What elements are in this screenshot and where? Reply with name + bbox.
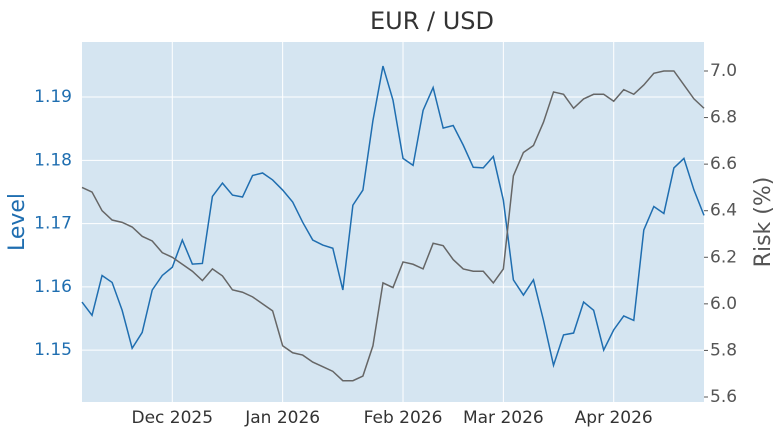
y2-tick-label: 6.6 [710, 154, 737, 174]
y-axis-label: Level [5, 193, 30, 251]
chart-title: EUR / USD [370, 7, 494, 35]
y-tick-label: 1.17 [34, 214, 72, 234]
x-tick-label: Apr 2026 [575, 408, 653, 428]
x-tick-label: Feb 2026 [364, 408, 443, 428]
y-tick-label: 1.18 [34, 150, 72, 170]
y2-tick-label: 6.2 [710, 247, 737, 267]
x-tick-label: Jan 2026 [244, 408, 320, 428]
x-tick-label: Mar 2026 [463, 408, 544, 428]
y2-tick-label: 6.8 [710, 108, 737, 128]
y2-axis-label: Risk (%) [751, 177, 776, 268]
y2-tick-label: 6.0 [710, 294, 737, 314]
y2-tick-label: 7.0 [710, 61, 737, 81]
y-tick-label: 1.19 [34, 87, 72, 107]
y2-tick-label: 5.6 [710, 387, 737, 407]
y2-tick-label: 6.4 [710, 201, 737, 221]
line-series [81, 70, 705, 382]
x-tick-label: Dec 2025 [132, 408, 214, 428]
line-series [81, 65, 705, 369]
y-tick-label: 1.16 [34, 277, 72, 297]
y-tick-label: 1.15 [34, 340, 72, 360]
plot-area [82, 42, 704, 402]
y2-tick-label: 5.8 [710, 340, 737, 360]
